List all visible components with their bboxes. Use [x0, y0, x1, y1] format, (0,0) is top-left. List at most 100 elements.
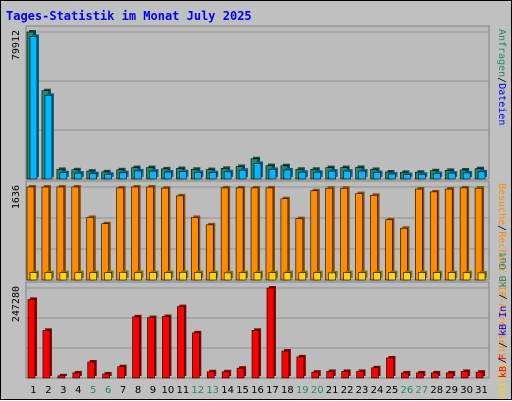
bar-seiten-day-19: [298, 272, 307, 281]
legend-bottom-entry: /: [498, 288, 509, 306]
bar-dateien-day-20: [313, 171, 322, 180]
bar-seiten-day-9: [149, 272, 157, 281]
bar-besuche-day-29: [444, 188, 453, 281]
bar-seiten-day-2: [44, 272, 53, 281]
x-tick-label-day-4: 4: [75, 385, 81, 396]
bar-besuche-day-10: [161, 187, 169, 281]
bar-besuche-day-31: [474, 187, 483, 281]
bar-besuche-day-18: [280, 198, 289, 281]
bar-kbf-day-31: [475, 371, 484, 379]
bar-besuche-day-28: [429, 191, 438, 281]
bar-kbf-day-1: [27, 299, 36, 379]
panel-middle-ymax-label: 1636: [11, 185, 22, 209]
bar-besuche-day-16: [250, 187, 259, 281]
bar-seiten-day-24: [373, 272, 381, 281]
bar-besuche-day-2: [41, 186, 50, 281]
bar-kbf-day-13: [206, 371, 215, 379]
x-tick-label-day-2: 2: [45, 385, 51, 396]
bar-kbf-day-20: [311, 371, 320, 379]
bar-seiten-day-23: [358, 272, 366, 281]
bar-seiten-day-29: [447, 272, 456, 281]
x-tick-label-day-12: 12: [191, 385, 204, 396]
bar-kbf-day-12: [191, 332, 200, 379]
x-tick-label-day-24: 24: [371, 385, 384, 396]
bar-seiten-day-13: [208, 272, 217, 281]
bar-kbf-day-22: [341, 371, 349, 379]
bar-dateien-day-14: [223, 171, 232, 180]
bar-dateien-day-24: [373, 172, 381, 180]
x-tick-label-day-5: 5: [90, 385, 96, 396]
bar-besuche-day-27: [415, 188, 423, 281]
bar-dateien-day-8: [134, 170, 142, 180]
bar-dateien-day-27: [418, 173, 426, 180]
bar-dateien-day-11: [179, 171, 187, 180]
bar-besuche-day-24: [370, 194, 378, 281]
bar-besuche-day-20: [310, 190, 319, 281]
bar-dateien-day-3: [59, 172, 68, 180]
x-tick-label-day-9: 9: [150, 385, 156, 396]
bar-dateien-day-16: [253, 163, 262, 180]
bar-dateien-day-13: [208, 172, 217, 180]
bar-kbf-day-16: [251, 330, 260, 379]
legend-bottom-entry: kB Out: [498, 252, 509, 288]
bar-seiten-day-30: [462, 272, 471, 281]
bar-seiten-day-10: [164, 272, 172, 281]
legend-middle-entry: Seiten: [496, 364, 507, 400]
legend-middle: Besuche/Rechner (IP-Adressen)/Seiten: [496, 183, 507, 400]
legend-top: Anfragen/Dateien: [496, 29, 507, 125]
legend-middle-entry: Besuche: [496, 183, 507, 225]
bar-besuche-day-14: [220, 187, 229, 281]
x-tick-label-day-14: 14: [221, 385, 234, 396]
bar-kbf-day-2: [42, 330, 51, 379]
bar-kbf-day-18: [281, 350, 290, 379]
bar-dateien-day-18: [283, 169, 292, 180]
bar-dateien-day-31: [477, 171, 486, 180]
bar-dateien-day-21: [328, 170, 337, 180]
bar-dateien-day-25: [388, 173, 396, 180]
bar-seiten-day-12: [193, 272, 202, 281]
legend-middle-entry: (IP-Adressen): [496, 273, 507, 357]
bar-seiten-day-18: [283, 272, 292, 281]
bar-seiten-day-16: [253, 272, 262, 281]
bar-besuche-day-3: [56, 186, 65, 281]
bar-kbf-day-30: [460, 371, 469, 379]
bar-dateien-day-10: [164, 171, 172, 180]
bar-kbf-day-29: [445, 372, 454, 379]
bar-kbf-day-6: [102, 373, 110, 379]
bar-kbf-day-9: [147, 317, 155, 379]
bar-kbf-day-27: [416, 372, 424, 379]
x-tick-label-day-31: 31: [475, 385, 488, 396]
bar-kbf-day-17: [266, 287, 275, 379]
x-tick-label-day-10: 10: [162, 385, 175, 396]
bar-seiten-day-28: [432, 272, 441, 281]
bar-kbf-day-5: [87, 361, 96, 379]
bar-besuche-day-7: [116, 187, 124, 281]
bar-seiten-day-25: [388, 272, 396, 281]
bar-seiten-day-5: [89, 272, 98, 281]
bar-seiten-day-17: [268, 272, 277, 281]
legend-bottom: kB F / kB In / kB Out: [498, 252, 509, 378]
bar-kbf-day-21: [326, 371, 335, 379]
bar-dateien-day-4: [74, 172, 83, 180]
x-tick-label-day-13: 13: [206, 385, 219, 396]
bar-kbf-day-8: [132, 316, 140, 379]
x-tick-label-day-15: 15: [236, 385, 249, 396]
bar-seiten-day-1: [29, 272, 38, 281]
x-tick-label-day-18: 18: [281, 385, 294, 396]
bar-seiten-day-4: [74, 272, 83, 281]
legend-top-entry: Anfragen: [496, 29, 507, 77]
bar-dateien-day-15: [238, 169, 247, 180]
legend-middle-entry: /: [496, 358, 507, 364]
panel-top-background: [25, 25, 490, 180]
legend-top-entry: Dateien: [496, 83, 507, 125]
bar-kbf-day-19: [296, 356, 305, 379]
x-tick-label-day-26: 26: [400, 385, 413, 396]
legend-middle-entry: /: [496, 225, 507, 231]
bar-kbf-day-4: [72, 372, 81, 379]
bar-kbf-day-7: [117, 366, 125, 379]
x-tick-label-day-3: 3: [60, 385, 66, 396]
bar-kbf-day-24: [371, 367, 379, 379]
bar-seiten-day-21: [328, 272, 337, 281]
